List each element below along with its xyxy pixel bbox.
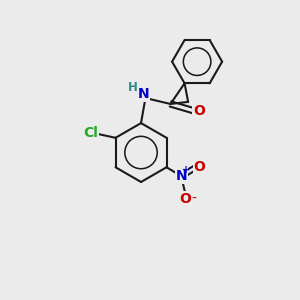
Text: N: N	[137, 87, 149, 101]
Text: N: N	[176, 169, 187, 183]
Text: O: O	[193, 104, 205, 118]
Text: O: O	[180, 192, 192, 206]
Text: +: +	[182, 165, 190, 175]
Text: Cl: Cl	[83, 126, 98, 140]
Text: O: O	[194, 160, 206, 174]
Text: H: H	[128, 81, 138, 94]
Text: -: -	[191, 192, 196, 206]
